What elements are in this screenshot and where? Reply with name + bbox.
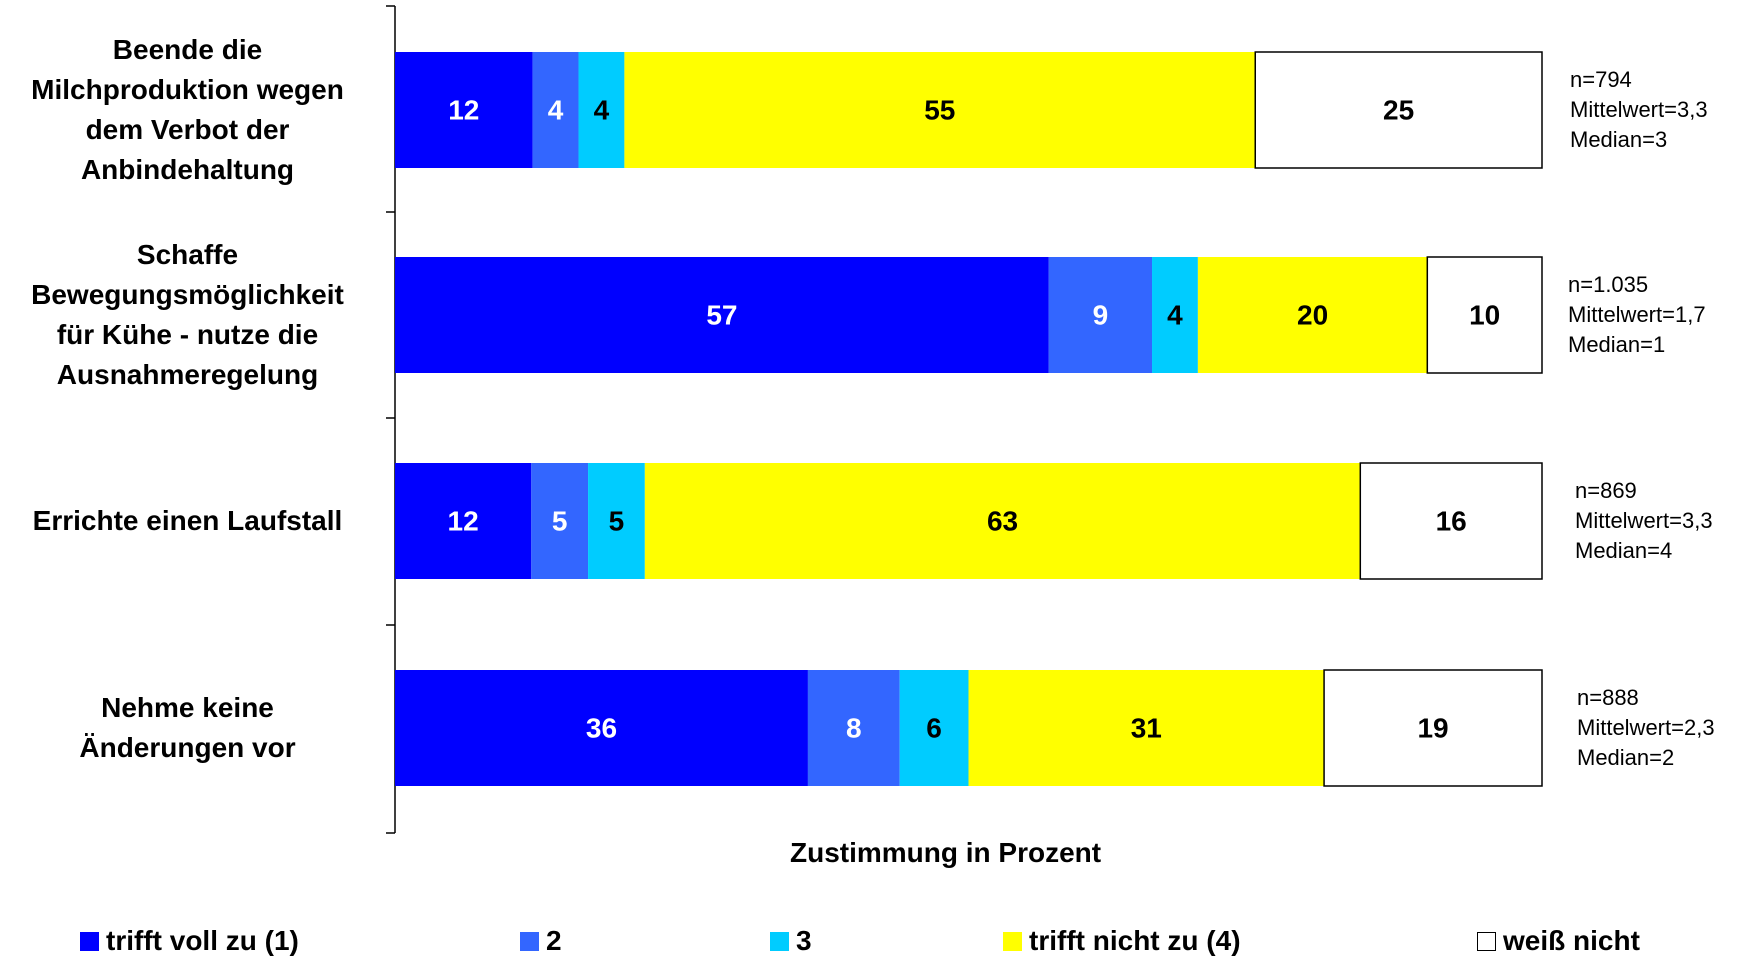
category-label-line: für Kühe - nutze die bbox=[56, 319, 319, 350]
bar-segment bbox=[968, 670, 1325, 786]
category-label: Errichte einen Laufstall bbox=[0, 501, 375, 541]
stats-line: Median=1 bbox=[1568, 332, 1666, 357]
stats-line: Median=4 bbox=[1575, 538, 1673, 563]
bar-segment bbox=[532, 52, 579, 168]
data-label: 19 bbox=[1417, 713, 1448, 744]
category-label-line: Beende die bbox=[112, 34, 263, 65]
category-label: Nehme keine Änderungen vor bbox=[0, 688, 375, 768]
data-label: 6 bbox=[926, 713, 942, 744]
stats-line: n=869 bbox=[1575, 478, 1637, 503]
bar-segment bbox=[395, 52, 533, 168]
bar-segment bbox=[578, 52, 625, 168]
bar-segment bbox=[1152, 257, 1198, 373]
bar-segment bbox=[1323, 669, 1543, 787]
data-label: 25 bbox=[1383, 95, 1414, 126]
data-label: 55 bbox=[924, 95, 955, 126]
legend-item: weiß nicht bbox=[1477, 923, 1640, 959]
data-label: 12 bbox=[448, 506, 479, 537]
category-label-line: Schaffe bbox=[136, 239, 239, 270]
data-label: 63 bbox=[987, 506, 1018, 537]
stats-line: Mittelwert=3,3 bbox=[1570, 97, 1708, 122]
stats-line: Mittelwert=1,7 bbox=[1568, 302, 1706, 327]
stats-annotation: n=888 Mittelwert=2,3 Median=2 bbox=[1577, 683, 1715, 773]
bar-segment bbox=[624, 52, 1256, 168]
stats-line: n=794 bbox=[1570, 67, 1632, 92]
bar-segment bbox=[644, 463, 1361, 579]
bar-segment bbox=[1359, 462, 1543, 580]
stats-line: Mittelwert=2,3 bbox=[1577, 715, 1715, 740]
data-label: 4 bbox=[594, 95, 610, 126]
category-label-line: Bewegungsmöglichkeit bbox=[31, 279, 344, 310]
category-label: Beende die Milchproduktion wegen dem Verbo… bbox=[0, 30, 375, 190]
bar-segment bbox=[395, 257, 1049, 373]
legend-swatch bbox=[770, 931, 789, 951]
data-label: 16 bbox=[1436, 506, 1467, 537]
legend-label: 2 bbox=[546, 925, 562, 956]
legend-swatch bbox=[1003, 931, 1022, 951]
category-label: Schaffe Bewegungsmöglichkeit für Kühe - nu… bbox=[0, 235, 375, 395]
bar-segment bbox=[1048, 257, 1153, 373]
legend-item: 3 bbox=[770, 923, 812, 959]
legend-label: weiß nicht bbox=[1503, 925, 1640, 956]
category-label-line: dem Verbot der bbox=[85, 114, 290, 145]
bar-segment bbox=[1254, 51, 1543, 169]
data-label: 9 bbox=[1093, 300, 1109, 331]
bar-segment bbox=[899, 670, 969, 786]
stats-line: n=888 bbox=[1577, 685, 1639, 710]
data-label: 4 bbox=[1167, 300, 1183, 331]
data-label: 4 bbox=[548, 95, 564, 126]
legend-item: trifft voll zu (1) bbox=[80, 923, 299, 959]
data-label: 31 bbox=[1131, 713, 1162, 744]
category-label-line: Anbindehaltung bbox=[80, 154, 295, 185]
data-label: 10 bbox=[1469, 300, 1500, 331]
legend-label: trifft nicht zu (4) bbox=[1029, 925, 1241, 956]
legend-swatch bbox=[80, 931, 99, 951]
data-label: 5 bbox=[609, 506, 625, 537]
bar-segment bbox=[807, 670, 900, 786]
legend-item: 2 bbox=[520, 923, 562, 959]
stats-line: Median=3 bbox=[1570, 127, 1668, 152]
legend-label: trifft voll zu (1) bbox=[106, 925, 299, 956]
category-label-line: Änderungen vor bbox=[79, 732, 296, 763]
stats-line: Mittelwert=3,3 bbox=[1575, 508, 1713, 533]
stats-annotation: n=869 Mittelwert=3,3 Median=4 bbox=[1575, 476, 1713, 566]
category-label-line: Nehme keine bbox=[101, 692, 274, 723]
data-label: 57 bbox=[706, 300, 737, 331]
legend-label: 3 bbox=[796, 925, 812, 956]
stats-line: Median=2 bbox=[1577, 745, 1675, 770]
category-label-line: Errichte einen Laufstall bbox=[32, 505, 343, 536]
category-label-line: Milchproduktion wegen bbox=[31, 74, 344, 105]
stats-annotation: n=1.035 Mittelwert=1,7 Median=1 bbox=[1568, 270, 1706, 360]
legend-swatch bbox=[520, 931, 539, 951]
bar-segment bbox=[395, 670, 808, 786]
bar-segment bbox=[588, 463, 645, 579]
data-label: 36 bbox=[586, 713, 617, 744]
x-axis-label: Zustimmung in Prozent bbox=[790, 837, 1102, 868]
stats-annotation: n=794 Mittelwert=3,3 Median=3 bbox=[1570, 65, 1708, 155]
data-label: 12 bbox=[448, 95, 479, 126]
bar-segment bbox=[531, 463, 589, 579]
data-label: 20 bbox=[1297, 300, 1328, 331]
legend-swatch bbox=[1477, 931, 1496, 951]
data-label: 5 bbox=[552, 506, 568, 537]
bar-segment bbox=[1426, 256, 1543, 374]
data-label: 8 bbox=[846, 713, 862, 744]
bar-segment bbox=[1197, 257, 1428, 373]
legend-item: trifft nicht zu (4) bbox=[1003, 923, 1241, 959]
bar-segment bbox=[395, 463, 532, 579]
stats-line: n=1.035 bbox=[1568, 272, 1649, 297]
category-label-line: Ausnahmeregelung bbox=[56, 359, 319, 390]
